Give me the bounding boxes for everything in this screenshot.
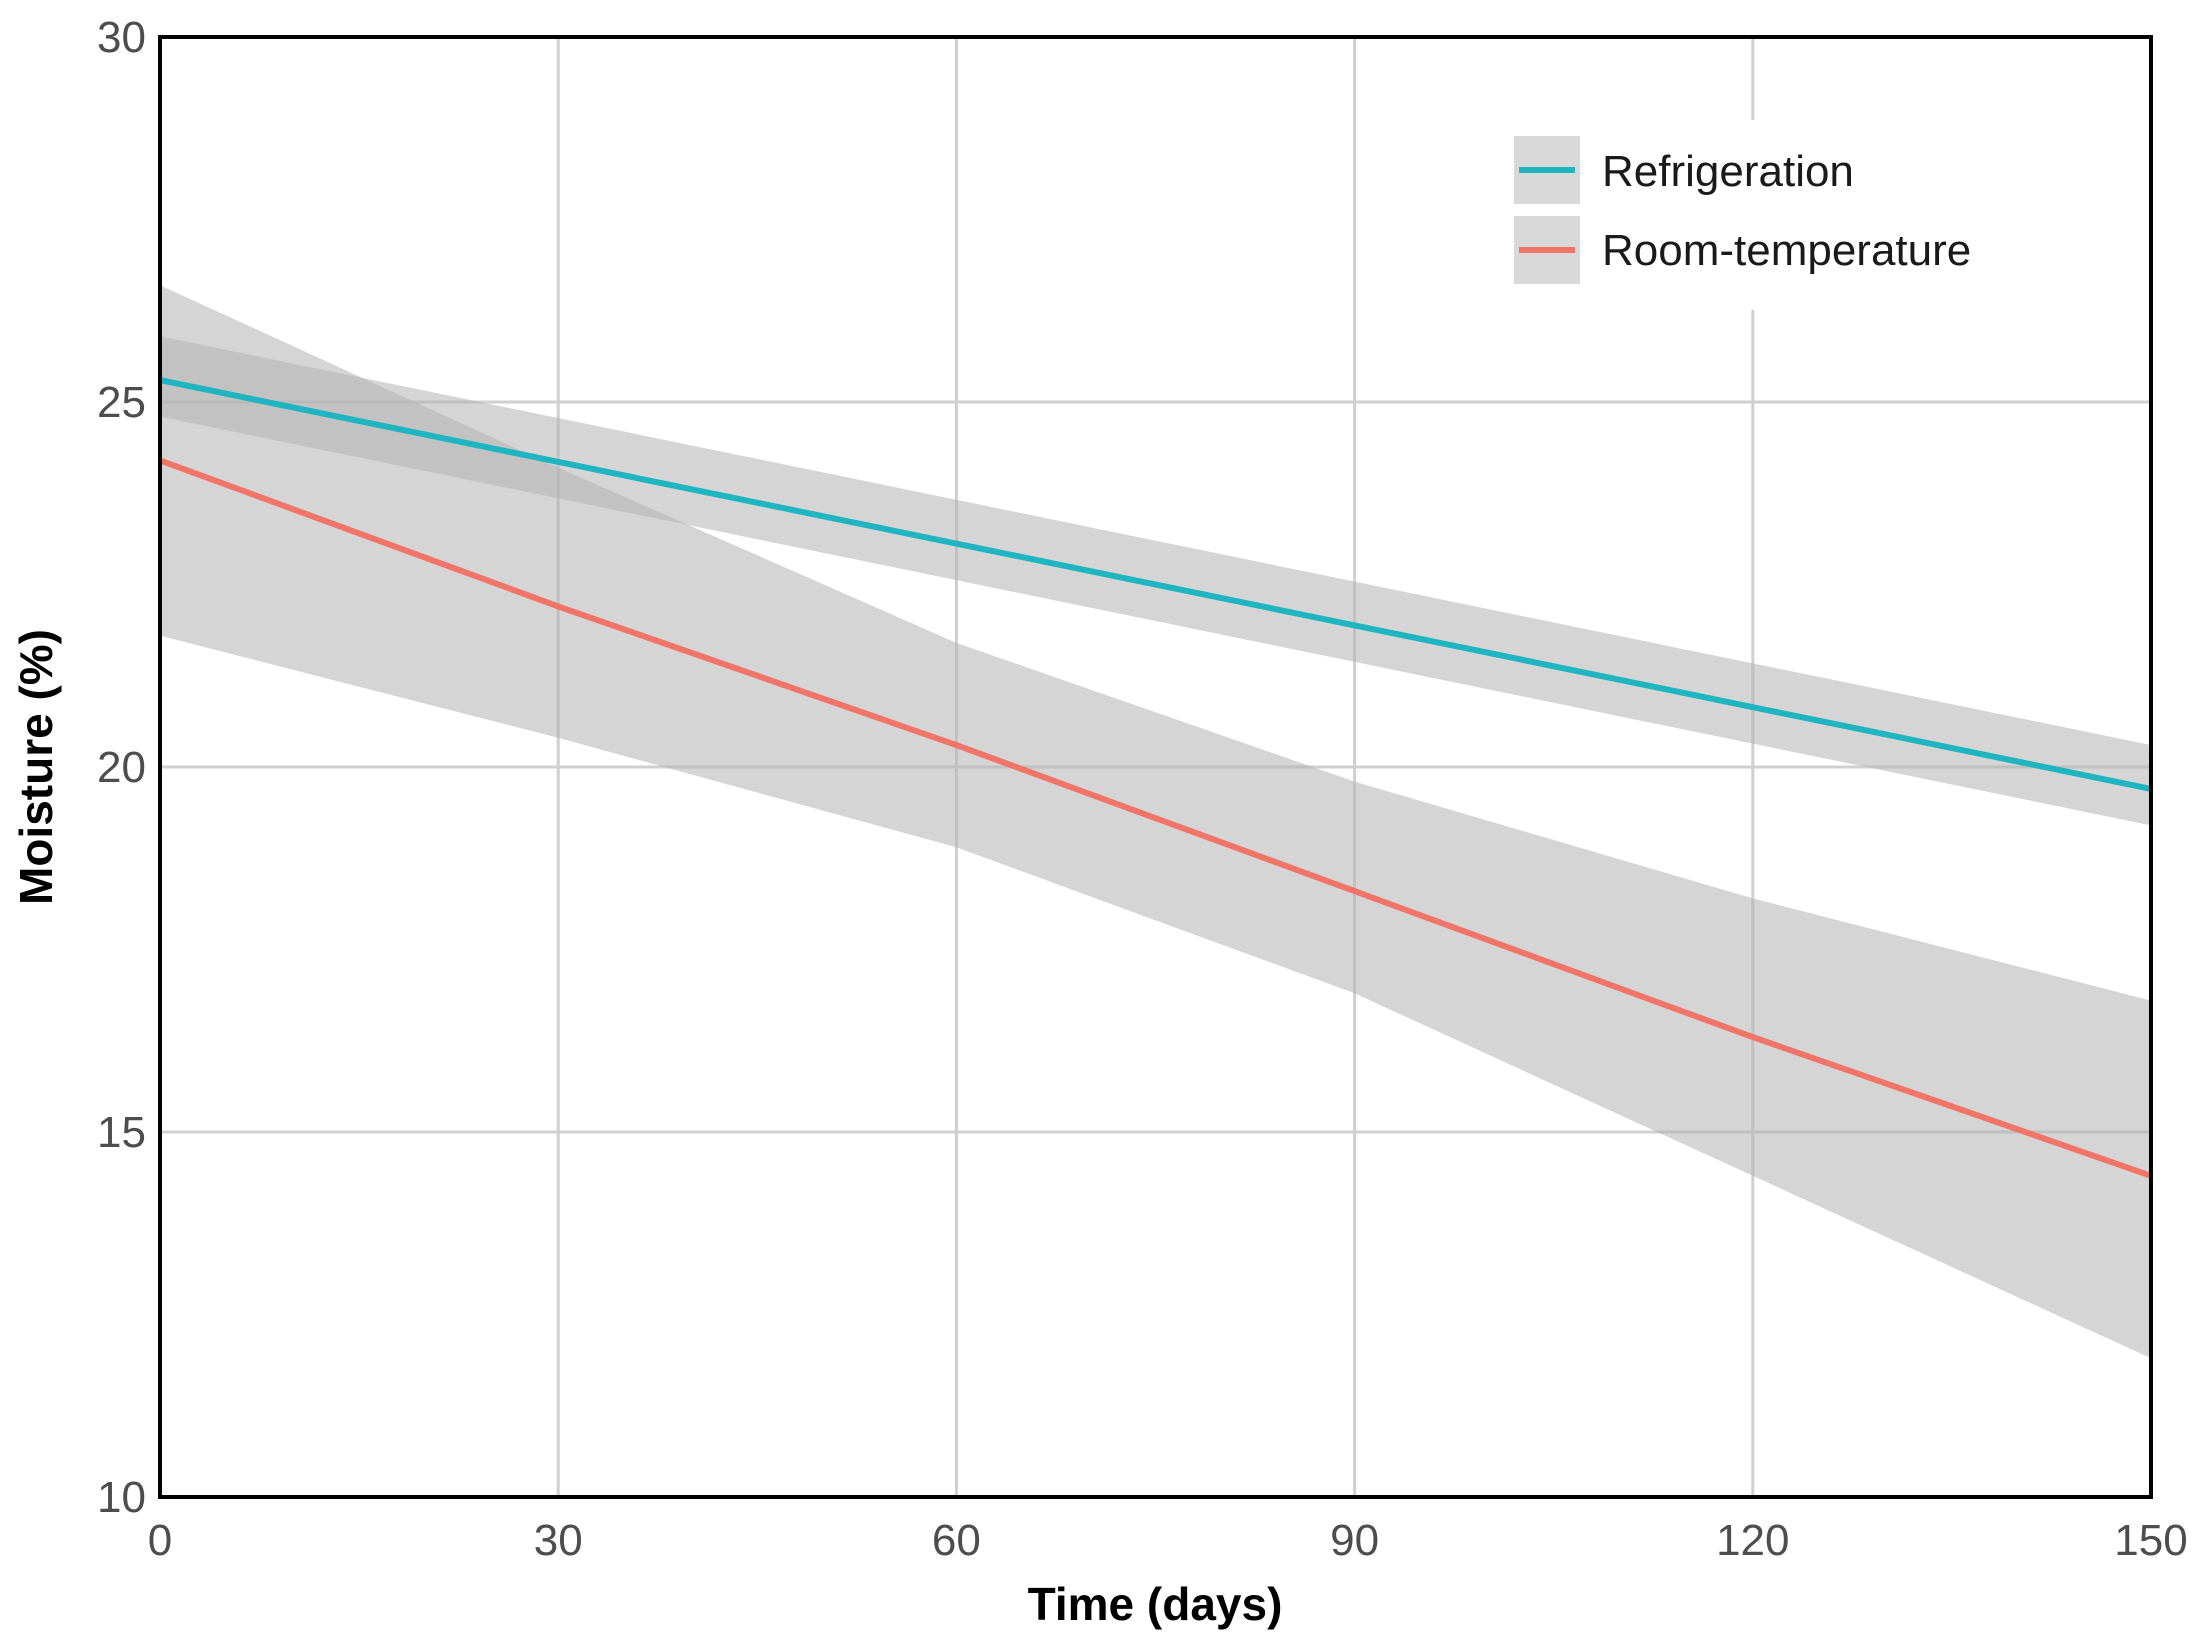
series-line-refrigeration (159, 377, 2152, 792)
ci-band-refrigeration (160, 336, 2151, 826)
y-tick-label-25: 25 (97, 378, 146, 427)
confidence-bands (160, 285, 2151, 1359)
y-tick-label-30: 30 (97, 13, 146, 62)
y-tick-label-10: 10 (97, 1473, 146, 1522)
ci-band-room-temperature (160, 285, 2151, 1359)
x-axis-title: Time (days) (1028, 1578, 1283, 1630)
plot-border (158, 35, 2153, 1499)
series-line-room-temperature (158, 457, 2152, 1179)
legend-background (1505, 120, 2025, 310)
x-tick-label-150: 150 (2114, 1516, 2187, 1565)
x-tick-label-120: 120 (1716, 1516, 1789, 1565)
x-tick-label-0: 0 (148, 1516, 172, 1565)
x-tick-label-60: 60 (932, 1516, 981, 1565)
legend-label-room-temperature: Room-temperature (1602, 226, 1971, 275)
x-tick-label-90: 90 (1330, 1516, 1379, 1565)
tick-labels: 0 30 60 90 120 150 10 15 20 25 30 (97, 13, 2188, 1565)
y-axis-title: Moisture (%) (10, 629, 62, 905)
x-tick-label-30: 30 (534, 1516, 583, 1565)
y-tick-label-15: 15 (97, 1108, 146, 1157)
legend-label-refrigeration: Refrigeration (1602, 147, 1854, 196)
series-lines (158, 377, 2152, 1179)
legend: Refrigeration Room-temperature (1505, 120, 2025, 310)
y-tick-label-20: 20 (97, 743, 146, 792)
